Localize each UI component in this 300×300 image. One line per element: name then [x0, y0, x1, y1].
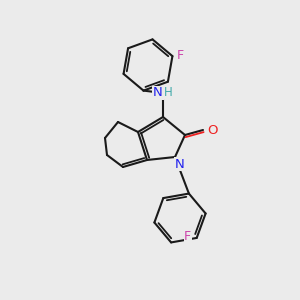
- Text: N: N: [153, 86, 163, 100]
- Text: O: O: [207, 124, 217, 136]
- Text: H: H: [164, 85, 172, 98]
- Text: F: F: [184, 230, 191, 243]
- Text: F: F: [177, 49, 184, 62]
- Text: N: N: [175, 158, 185, 170]
